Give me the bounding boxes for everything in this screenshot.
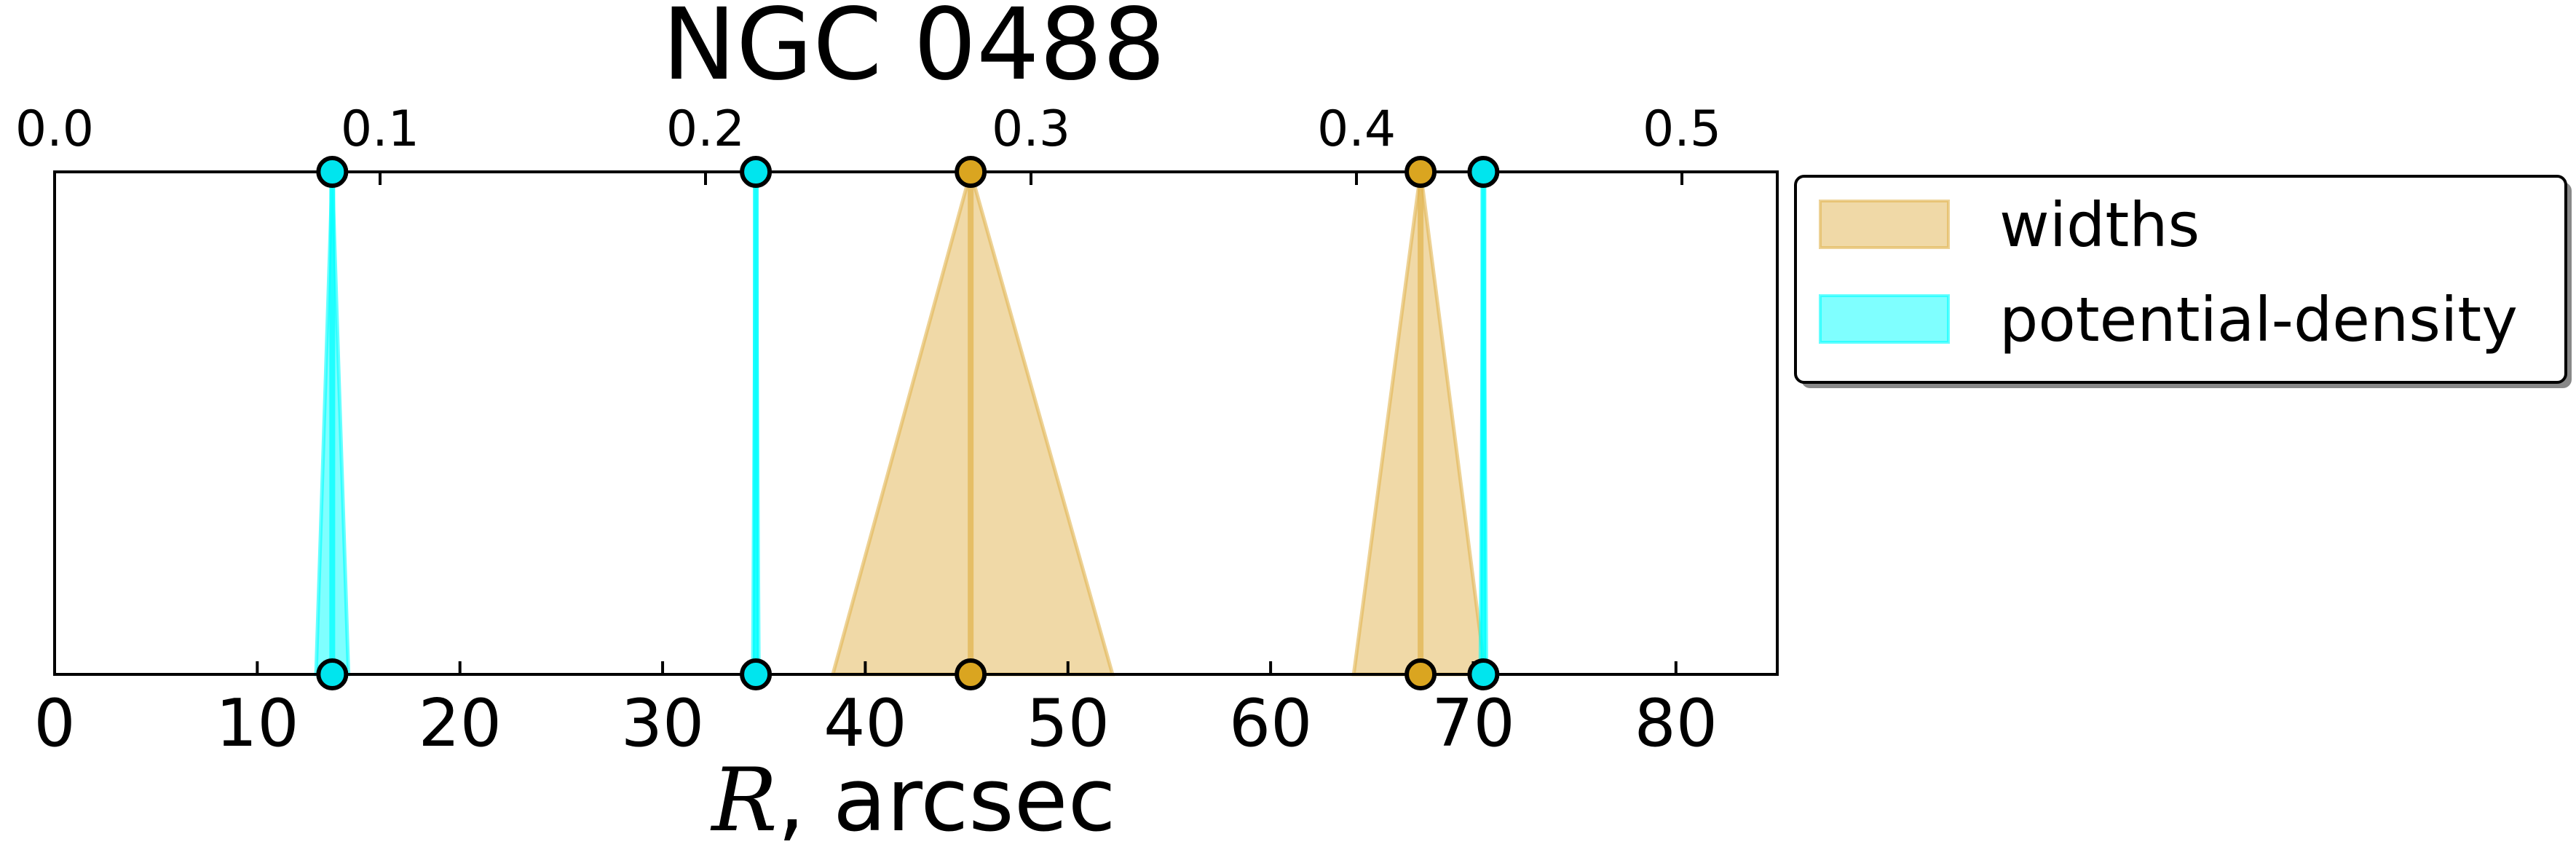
marker-layer [316, 156, 1500, 690]
potential-density-marker [1467, 156, 1500, 188]
top-tick-label: 0.2 [666, 101, 745, 158]
potential-density-marker [740, 658, 773, 690]
chart-title: NGC 0488 [662, 0, 1165, 103]
legend-swatch-widths [1819, 200, 1950, 249]
x-tick-label: 50 [1026, 685, 1110, 762]
widths-marker [1404, 658, 1437, 690]
widths-marker [1404, 156, 1437, 188]
legend-swatch-potential-density [1819, 294, 1950, 344]
top-tick-label: 0.0 [15, 101, 94, 158]
legend: widths potential-density [1794, 175, 2567, 384]
legend-label-potential-density: potential-density [1999, 284, 2518, 355]
x-tick-label: 80 [1635, 685, 1718, 762]
x-tick-label: 0 [33, 685, 75, 762]
legend-box [1794, 175, 2567, 384]
x-tick-label: 30 [621, 685, 705, 762]
bottom-axis: 0 10 20 30 40 50 60 70 80 [33, 661, 1718, 762]
potential-density-marker [316, 658, 349, 690]
x-axis-label-variable: R [710, 750, 777, 851]
widths-marker [955, 658, 987, 690]
x-tick-label: 20 [418, 685, 502, 762]
top-tick-label: 0.3 [992, 101, 1070, 158]
plot-frame [53, 170, 1779, 676]
potential-density-marker [740, 156, 773, 188]
x-axis-label: R, arcsec [710, 750, 1115, 851]
series-layer [314, 165, 1489, 677]
x-axis-label-unit: , arcsec [778, 750, 1116, 851]
top-tick-label: 0.4 [1317, 101, 1396, 158]
top-tick-label: 0.1 [341, 101, 419, 158]
x-tick-label: 40 [823, 685, 907, 762]
widths-marker [955, 156, 987, 188]
potential-density-marker [316, 156, 349, 188]
legend-label-widths: widths [1999, 189, 2200, 261]
potential-density-marker [1467, 658, 1500, 690]
x-tick-label: 60 [1229, 685, 1313, 762]
x-tick-label: 70 [1431, 685, 1515, 762]
top-tick-label: 0.5 [1643, 101, 1721, 158]
top-axis: 0.0 0.1 0.2 0.3 0.4 0.5 [15, 101, 1721, 185]
x-tick-label: 10 [216, 685, 299, 762]
